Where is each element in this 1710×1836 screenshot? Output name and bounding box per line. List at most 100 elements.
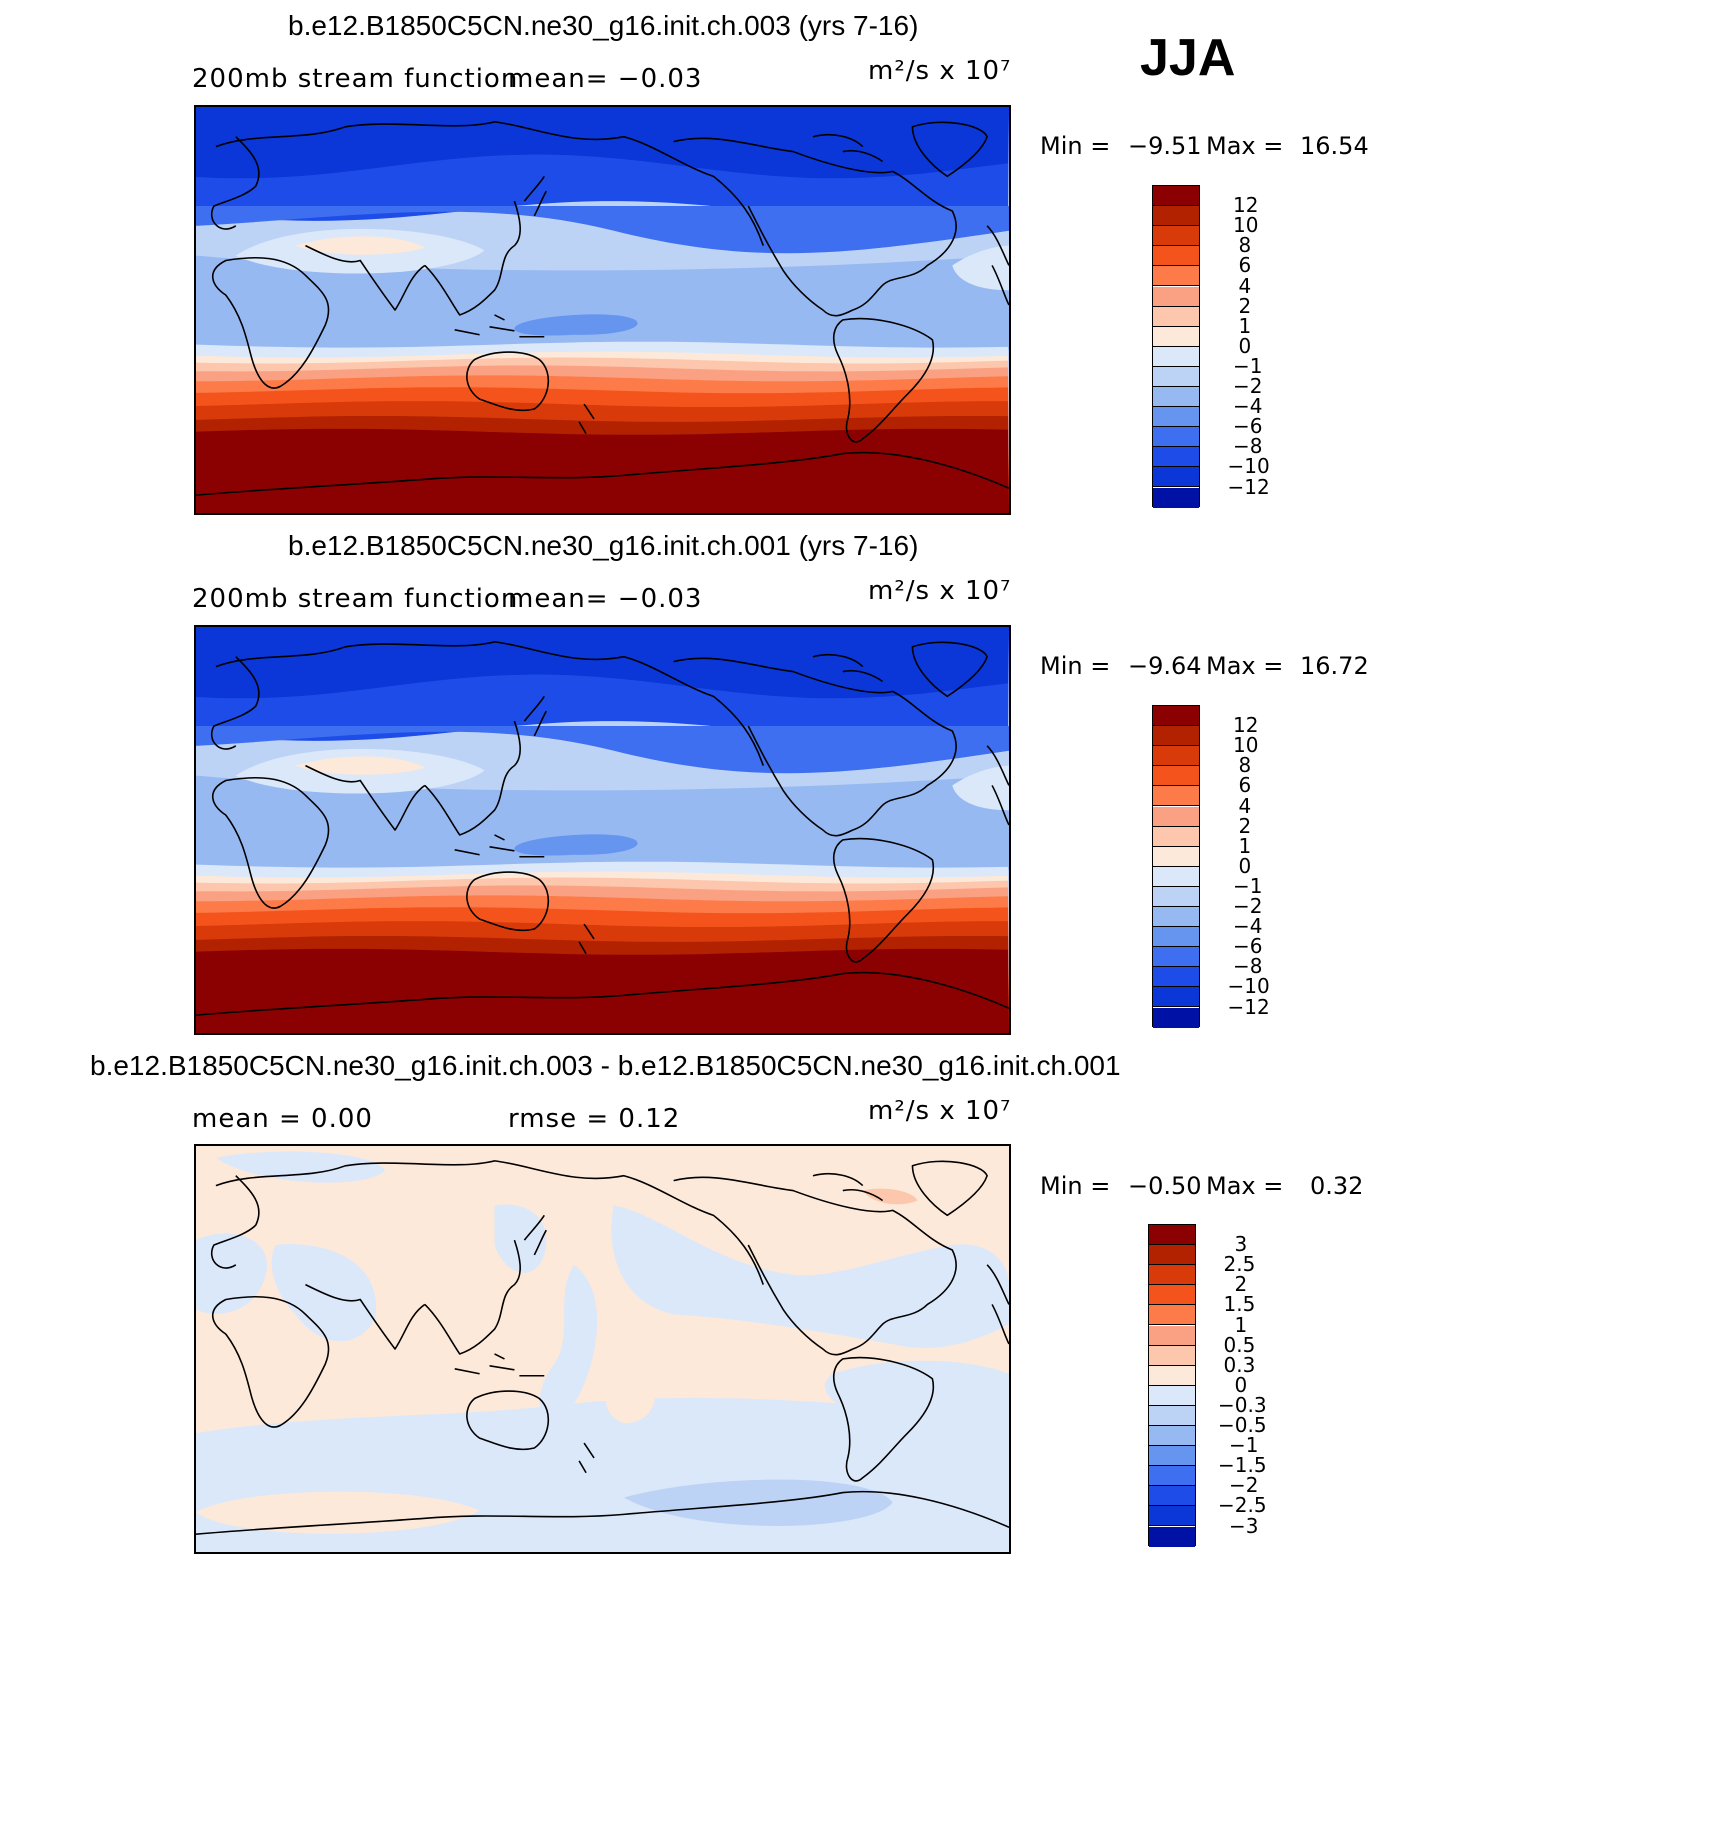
colorbar-swatch: [1153, 1007, 1199, 1028]
panel-3-max-label: Max =: [1206, 1172, 1284, 1200]
colorbar-tick-label: −2: [1233, 374, 1263, 398]
colorbar-tick-label: −3: [1229, 1513, 1259, 1538]
colorbar-tick-label: 3: [1234, 1232, 1248, 1257]
panel-3-min-value: −0.50: [1128, 1172, 1202, 1200]
colorbar-swatch: [1153, 886, 1199, 907]
colorbar-tick-label: 1: [1238, 313, 1252, 338]
coastline: [454, 1353, 545, 1377]
panel-1-variable: 200mb stream function: [192, 64, 519, 94]
colorbar-tick-label: 2: [1238, 293, 1252, 318]
coastline: [986, 1264, 1009, 1345]
colorbar-tick-label: 12: [1233, 193, 1259, 218]
field-blob: [295, 756, 425, 775]
coastline: [911, 641, 988, 698]
panel-1-max-value: 16.54: [1300, 132, 1369, 160]
coastline: [986, 225, 1009, 306]
coastline: [424, 1239, 521, 1355]
panel-1-map: [194, 105, 1011, 515]
colorbar-tick-label: −8: [1233, 434, 1263, 459]
coastline: [211, 136, 260, 230]
colorbar-tick-label: −6: [1233, 414, 1263, 439]
colorbar-tick-label: −4: [1233, 394, 1263, 419]
colorbar-swatch: [1149, 1446, 1195, 1467]
coastline: [673, 137, 957, 311]
coastlines: [196, 641, 1009, 1016]
colorbar-tick-label: −1: [1233, 873, 1263, 898]
field-blob: [295, 236, 425, 255]
panel-3-rmse: rmse = 0.12: [508, 1104, 681, 1134]
coastline: [523, 175, 547, 217]
coastline: [424, 200, 521, 316]
field-blob: [494, 1204, 547, 1273]
colorbar-tick-label: −6: [1233, 934, 1263, 959]
panel-1-units: m²/s x 10⁷: [868, 56, 1012, 86]
panel-2-map-svg: [196, 627, 1009, 1033]
colorbar-swatch: [1153, 366, 1199, 387]
colorbar-tick-label: −2: [1233, 894, 1263, 918]
field-blob: [539, 1264, 598, 1420]
colorbar-tick-label: 1: [1234, 1312, 1248, 1337]
colorbar-swatch: [1149, 1305, 1195, 1326]
coastline: [424, 720, 521, 836]
stream-function-contours: [196, 627, 1009, 1033]
colorbar-tick-label: 8: [1238, 233, 1252, 258]
field-band: [196, 948, 1009, 1033]
field-band: [196, 726, 1009, 774]
coastlines: [196, 121, 1009, 496]
coastline: [305, 764, 426, 831]
colorbar-tick-label: 0: [1238, 333, 1252, 358]
field-blob: [952, 765, 1009, 811]
coastline: [523, 1214, 547, 1256]
coastline: [832, 317, 935, 443]
colorbar-swatch: [1149, 1265, 1195, 1286]
colorbar-tick-label: −12: [1227, 474, 1270, 499]
colorbar-tick-label: −10: [1227, 454, 1270, 479]
colorbar-swatch: [1153, 387, 1199, 408]
coastline: [305, 244, 426, 311]
colorbar-tick-label: 0.5: [1223, 1332, 1256, 1357]
coastline: [812, 653, 884, 683]
colorbar-swatch: [1153, 786, 1199, 807]
coastline: [211, 1295, 330, 1428]
field-blob: [196, 1491, 480, 1534]
field-blob: [215, 1151, 386, 1183]
panel-3-max-value: 0.32: [1310, 1172, 1364, 1200]
colorbar-tick-label: 6: [1238, 773, 1252, 798]
coastline: [673, 657, 957, 831]
colorbar-tick-label: −0.5: [1218, 1413, 1267, 1437]
colorbar-tick-label: 2: [1238, 813, 1252, 838]
colorbar-tick-label: −8: [1233, 954, 1263, 979]
colorbar-swatch: [1153, 766, 1199, 787]
coastline: [211, 256, 330, 389]
coastline: [215, 1160, 764, 1285]
field-band: [196, 206, 1009, 254]
field-band: [196, 775, 1009, 870]
colorbar-swatch: [1153, 306, 1199, 327]
panel-2-variable: 200mb stream function: [192, 584, 519, 614]
panel-1-title: b.e12.B1850C5CN.ne30_g16.init.ch.003 (yr…: [288, 10, 919, 41]
panel-3-map: [194, 1144, 1011, 1554]
coastlines: [196, 1160, 1009, 1535]
panel-2-min-value: −9.64: [1128, 652, 1202, 680]
colorbar-swatch: [1153, 726, 1199, 747]
colorbar-swatches: [1152, 185, 1200, 508]
colorbar-tick-label: 8: [1238, 753, 1252, 778]
coastline: [466, 351, 550, 412]
panel-2-map: [194, 625, 1011, 1035]
colorbar-swatch: [1149, 1486, 1195, 1507]
colorbar-tick-label: −10: [1227, 974, 1270, 999]
colorbar-swatch: [1153, 806, 1199, 827]
colorbar-swatch: [1149, 1285, 1195, 1306]
coastline: [747, 1244, 854, 1356]
coastline: [211, 1175, 260, 1269]
colorbar-tick-label: 0.3: [1223, 1352, 1256, 1377]
coastline: [911, 121, 988, 178]
colorbar-tick-label: 0: [1238, 853, 1252, 878]
panel-3-min-label: Min =: [1040, 1172, 1111, 1200]
coastline: [466, 871, 550, 932]
colorbar-swatch: [1149, 1506, 1195, 1527]
panel-2-max-label: Max =: [1206, 652, 1284, 680]
colorbar-swatch: [1149, 1225, 1195, 1246]
colorbar-swatch: [1153, 326, 1199, 347]
coastline: [454, 314, 545, 338]
